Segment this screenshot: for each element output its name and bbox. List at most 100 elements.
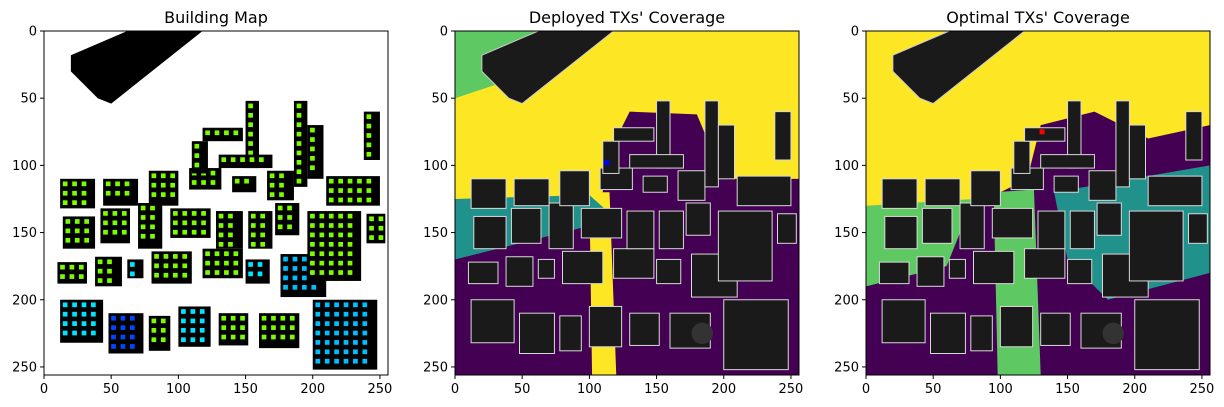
rx-marker xyxy=(81,190,87,196)
rx-marker xyxy=(315,340,321,345)
x-tick-label: 0 xyxy=(40,382,48,397)
rx-marker xyxy=(160,318,166,324)
building-35 xyxy=(1128,124,1146,180)
rx-marker xyxy=(343,358,349,364)
rx-marker xyxy=(173,220,178,226)
rx-marker xyxy=(181,318,186,324)
rx-marker xyxy=(121,220,127,226)
rx-marker xyxy=(191,211,197,216)
rx-marker xyxy=(81,330,87,336)
rx-marker xyxy=(233,251,239,257)
rx-marker xyxy=(154,263,159,269)
rx-marker xyxy=(369,235,374,240)
rx-marker xyxy=(310,155,315,161)
rx-marker xyxy=(279,192,284,197)
rx-marker xyxy=(91,311,96,317)
rx-marker xyxy=(319,251,325,257)
rx-marker xyxy=(140,215,146,220)
rx-marker xyxy=(378,225,384,231)
rx-marker xyxy=(201,211,206,216)
rx-marker xyxy=(111,334,116,340)
rx-marker xyxy=(279,173,284,179)
rx-marker xyxy=(248,122,253,128)
building-1 xyxy=(930,312,966,354)
rx-marker xyxy=(343,340,349,345)
rx-marker xyxy=(81,200,87,206)
rx-marker xyxy=(210,180,216,185)
rx-marker xyxy=(328,251,334,257)
rx-marker xyxy=(107,268,112,274)
rx-marker xyxy=(190,318,196,324)
rx-marker xyxy=(269,173,275,179)
rx-marker xyxy=(140,205,146,211)
building-22 xyxy=(777,213,797,244)
y-tick-label: 50 xyxy=(20,92,37,107)
rx-marker xyxy=(353,358,358,364)
building-31 xyxy=(1024,127,1066,142)
rx-marker xyxy=(334,358,339,364)
rx-marker xyxy=(311,284,317,290)
y-tick-label: 250 xyxy=(423,360,448,375)
building-21 xyxy=(717,210,773,282)
building-28 xyxy=(232,176,257,193)
building-28 xyxy=(642,175,668,193)
rx-marker xyxy=(362,340,368,345)
building-17 xyxy=(580,207,623,239)
rx-marker xyxy=(277,224,283,230)
rx-marker xyxy=(250,232,256,238)
rx-marker xyxy=(353,321,358,326)
rx-marker xyxy=(218,232,224,238)
rx-marker xyxy=(214,130,220,136)
rx-marker xyxy=(151,337,157,343)
rx-marker xyxy=(366,188,372,193)
rx-marker xyxy=(130,262,135,267)
building-19 xyxy=(658,210,684,250)
rx-marker xyxy=(324,321,330,326)
rx-marker xyxy=(328,213,334,219)
x-tick-label: 200 xyxy=(1122,382,1147,397)
y-tick-label: 50 xyxy=(431,92,448,107)
rx-marker xyxy=(103,220,108,226)
rx-marker xyxy=(248,103,253,109)
building-12 xyxy=(656,258,682,285)
rx-marker xyxy=(194,153,200,158)
rx-marker xyxy=(81,321,87,326)
rx-marker xyxy=(173,254,178,259)
rx-marker xyxy=(62,181,68,187)
rx-marker xyxy=(338,213,343,219)
y-tick-label: 150 xyxy=(423,226,448,241)
rx-marker xyxy=(72,321,77,326)
building-2 xyxy=(970,315,993,352)
rx-marker xyxy=(120,325,126,330)
rx-marker xyxy=(302,256,307,262)
rx-marker xyxy=(353,340,358,345)
rx-marker xyxy=(347,213,353,219)
rx-marker xyxy=(78,274,84,279)
building-29 xyxy=(677,170,706,201)
rx-marker xyxy=(310,241,315,247)
rx-marker xyxy=(343,330,349,336)
rx-marker xyxy=(328,197,334,203)
rx-marker xyxy=(366,114,372,120)
rx-marker xyxy=(230,325,236,330)
rx-marker xyxy=(334,321,339,326)
rx-marker xyxy=(170,173,176,179)
rx-marker xyxy=(250,213,256,219)
rx-marker xyxy=(201,180,206,185)
rx-marker xyxy=(366,197,372,203)
rx-marker xyxy=(362,311,368,317)
rx-marker xyxy=(366,178,372,184)
building-30 xyxy=(602,140,620,174)
rx-marker xyxy=(170,182,176,188)
rx-marker xyxy=(140,224,146,230)
rx-marker xyxy=(261,334,267,340)
building-9 xyxy=(948,258,966,279)
rx-marker xyxy=(271,315,276,321)
rx-marker xyxy=(328,223,334,228)
rx-marker xyxy=(353,311,358,317)
rx-marker xyxy=(269,182,275,188)
rx-marker xyxy=(205,260,210,266)
rx-marker xyxy=(260,213,266,219)
rx-marker xyxy=(160,173,166,179)
